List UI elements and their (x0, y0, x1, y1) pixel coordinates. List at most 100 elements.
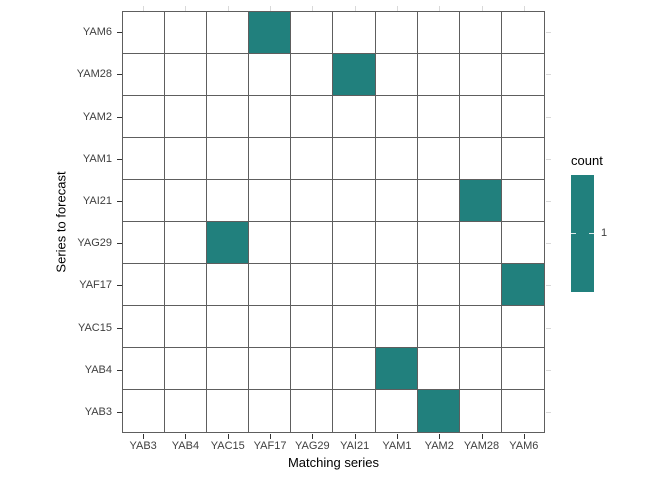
heatmap-cell (207, 390, 250, 432)
heatmap-cell (375, 12, 418, 54)
y-axis-tick-right (546, 158, 551, 160)
heatmap-cell (459, 222, 502, 264)
heatmap-cell (165, 348, 208, 390)
x-axis-title: Matching series (287, 455, 380, 470)
y-axis-tick (117, 158, 122, 160)
heatmap-cell (123, 138, 166, 180)
heatmap-cell (333, 306, 376, 348)
heatmap-cell (459, 96, 502, 138)
heatmap-cell (417, 12, 460, 54)
heatmap-cell (165, 390, 208, 432)
heatmap-cell (165, 264, 208, 306)
heatmap-cell (123, 306, 166, 348)
x-axis-tick (396, 434, 398, 439)
legend-tick-mark (571, 233, 576, 234)
y-tick-label: YAM1 (82, 152, 112, 165)
heatmap-cell (207, 12, 250, 54)
heatmap-cell (291, 306, 334, 348)
legend-tick-label: 1 (601, 227, 608, 239)
heatmap-cell (165, 12, 208, 54)
heatmap-cell (249, 96, 292, 138)
heatmap-cell (333, 348, 376, 390)
y-tick-label: YAC15 (77, 321, 112, 334)
x-axis-tick (227, 434, 229, 439)
x-tick-label: YAM28 (463, 440, 500, 452)
y-axis-tick (117, 369, 122, 371)
heatmap-cell (417, 180, 460, 222)
heatmap-cell (123, 54, 166, 96)
heatmap-cell (501, 348, 544, 390)
heatmap-cell (123, 12, 166, 54)
x-axis-tick-top (227, 6, 229, 11)
heatmap-cell (459, 180, 502, 222)
y-axis-tick (117, 32, 122, 34)
heatmap-cell (249, 306, 292, 348)
heatmap-cell (375, 96, 418, 138)
heatmap-cell (165, 180, 208, 222)
heatmap-cell (291, 180, 334, 222)
heatmap-cell (123, 348, 166, 390)
y-axis-tick-right (546, 32, 551, 34)
heatmap-cell (501, 138, 544, 180)
y-axis-tick-right (546, 327, 551, 329)
x-axis-tick-top (396, 6, 398, 11)
heatmap-cell (291, 390, 334, 432)
heatmap-cell (291, 348, 334, 390)
y-tick-label: YAG29 (77, 237, 112, 250)
y-tick-label: YAM2 (82, 110, 112, 123)
heatmap-cell (333, 264, 376, 306)
heatmap-cell (459, 390, 502, 432)
heatmap-cell (417, 138, 460, 180)
x-axis-tick (481, 434, 483, 439)
y-axis-tick-right (546, 116, 551, 118)
heatmap-cell (417, 348, 460, 390)
x-tick-label: YAM2 (424, 440, 454, 452)
y-axis-tick-right (546, 200, 551, 202)
heatmap-cell (123, 96, 166, 138)
heatmap-cell (165, 54, 208, 96)
heatmap-cell (291, 12, 334, 54)
x-axis-tick (312, 434, 314, 439)
heatmap-cell (417, 54, 460, 96)
heatmap-cell (123, 180, 166, 222)
heatmap-cell (291, 54, 334, 96)
heatmap-cell (375, 306, 418, 348)
y-axis-tick (117, 74, 122, 76)
x-axis-tick-top (312, 6, 314, 11)
x-axis-tick-top (185, 6, 187, 11)
heatmap-cell (249, 348, 292, 390)
heatmap-cell (501, 54, 544, 96)
y-tick-label: YAF17 (79, 279, 112, 292)
y-tick-label: YAB4 (84, 363, 112, 376)
heatmap-cell (501, 96, 544, 138)
heatmap-cell (375, 54, 418, 96)
y-tick-label: YAB3 (84, 405, 112, 418)
legend-title: count (571, 153, 603, 168)
y-axis-tick (117, 285, 122, 287)
heatmap-cell (375, 348, 418, 390)
heatmap-cell (291, 138, 334, 180)
heatmap-cell (249, 264, 292, 306)
heatmap-cell (249, 222, 292, 264)
y-axis-title: Series to forecast (53, 171, 69, 273)
heatmap-cell (417, 96, 460, 138)
heatmap-cell (459, 54, 502, 96)
x-axis-tick-top (354, 6, 356, 11)
heatmap-cell (459, 138, 502, 180)
heatmap-cell (417, 306, 460, 348)
heatmap-cell (333, 222, 376, 264)
y-axis-tick-right (546, 74, 551, 76)
heatmap-cell (249, 138, 292, 180)
y-axis-tick-labels: YAM6 YAM28 YAM2 YAM1 YAI21 YAG29 YAF17 YAC15 YAB… (0, 11, 112, 433)
heatmap-cell (459, 306, 502, 348)
y-axis-tick (117, 116, 122, 118)
x-axis-tick (354, 434, 356, 439)
y-tick-label: YAI21 (82, 194, 112, 207)
x-tick-label: YAM1 (382, 440, 412, 452)
heatmap-cell (123, 222, 166, 264)
x-axis-tick-top (270, 6, 272, 11)
x-axis-tick (185, 434, 187, 439)
y-axis-tick (117, 200, 122, 202)
x-axis-tick (270, 434, 272, 439)
heatmap-cell (165, 138, 208, 180)
